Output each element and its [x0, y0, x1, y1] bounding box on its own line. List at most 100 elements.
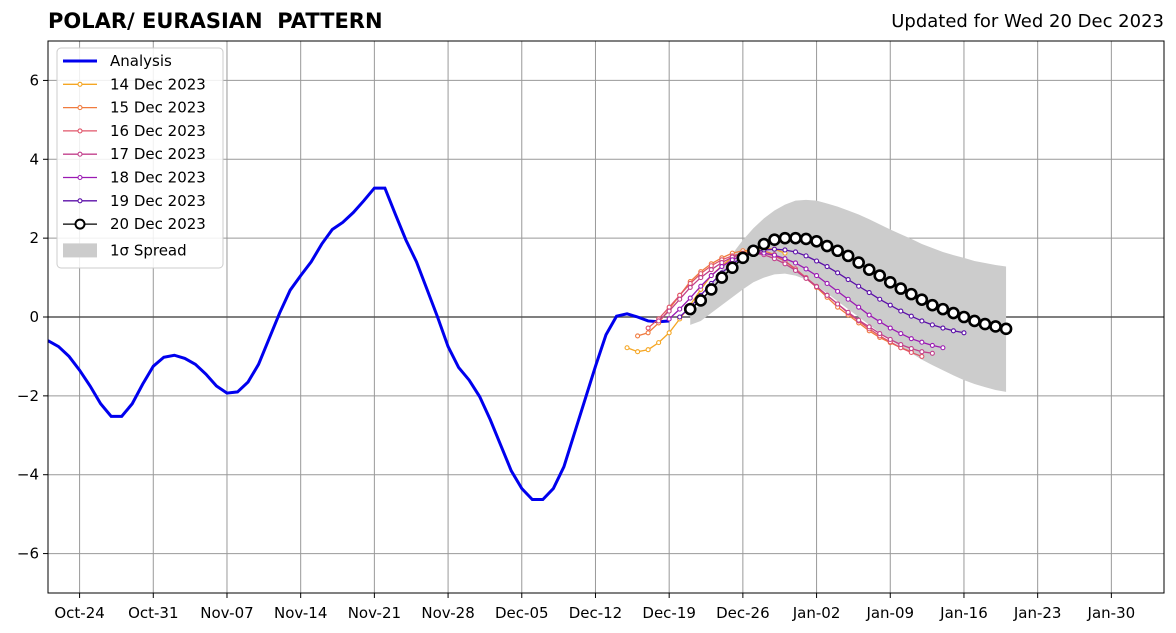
data-point [929, 322, 935, 328]
data-point [803, 275, 809, 281]
data-point [792, 249, 799, 255]
data-point [683, 302, 697, 316]
data-point [894, 282, 908, 295]
x-tick-label: Jan-16 [939, 604, 988, 622]
data-point [824, 263, 830, 270]
data-point [898, 308, 904, 314]
data-point [782, 261, 788, 267]
data-point [824, 280, 830, 287]
data-point [768, 233, 781, 247]
legend-label: 20 Dec 2023 [110, 215, 206, 233]
data-point [666, 308, 672, 314]
data-point [887, 325, 893, 331]
x-tick-label: Jan-02 [792, 604, 841, 622]
data-point [677, 306, 683, 312]
data-point [645, 325, 651, 331]
legend-label: 19 Dec 2023 [110, 192, 206, 210]
legend-swatch-marker [77, 151, 83, 157]
data-point [736, 251, 750, 265]
data-point [799, 232, 813, 246]
data-point [919, 339, 925, 345]
data-point [940, 345, 946, 351]
data-point [877, 319, 883, 325]
data-point [873, 269, 887, 282]
data-point [803, 266, 809, 272]
data-point [708, 273, 714, 279]
data-point [635, 333, 641, 339]
data-point [708, 267, 714, 273]
y-tick-label: −6 [17, 545, 39, 563]
data-point [887, 336, 893, 343]
x-tick-label: Nov-28 [421, 604, 474, 622]
data-point [792, 267, 799, 274]
data-point [856, 283, 862, 289]
data-point [624, 345, 630, 351]
data-point [877, 296, 883, 302]
data-point [908, 336, 914, 342]
data-point [820, 239, 834, 253]
data-point [940, 325, 946, 331]
data-point [782, 256, 788, 262]
data-point [698, 275, 704, 281]
data-point [852, 256, 865, 269]
data-point [856, 317, 862, 323]
data-point [771, 246, 778, 252]
x-tick-label: Jan-23 [1013, 604, 1062, 622]
data-point [747, 244, 760, 258]
y-tick-label: 4 [29, 150, 39, 168]
data-point [887, 302, 893, 308]
data-point [810, 234, 823, 248]
data-point [961, 330, 967, 336]
legend-swatch-spread [63, 243, 97, 258]
data-point [866, 324, 872, 330]
x-tick-label: Dec-05 [495, 604, 549, 622]
x-tick-label: Nov-21 [348, 604, 401, 622]
x-tick-label: Jan-30 [1087, 604, 1136, 622]
data-point [898, 342, 904, 348]
y-tick-label: 2 [29, 229, 39, 247]
chart-title: POLAR/ EURASIAN PATTERN [48, 9, 383, 33]
legend-swatch-marker [77, 198, 83, 204]
data-point [845, 276, 851, 283]
legend-swatch-marker [74, 218, 86, 230]
y-tick-label: 6 [29, 71, 39, 89]
series-line-analysis [48, 186, 670, 502]
data-point [694, 294, 708, 307]
data-point [968, 314, 981, 328]
data-point [835, 301, 841, 307]
data-point [978, 317, 992, 331]
x-tick-label: Oct-31 [128, 604, 178, 622]
data-point [789, 231, 802, 245]
data-point [905, 287, 918, 301]
data-point [656, 318, 662, 324]
legend-label: 18 Dec 2023 [110, 169, 206, 187]
data-point [635, 349, 641, 355]
data-point [814, 273, 820, 279]
data-point [989, 320, 1002, 333]
x-tick-label: Dec-12 [569, 604, 623, 622]
data-point [915, 293, 929, 306]
data-point [919, 349, 925, 355]
data-point [835, 288, 841, 294]
plot-area [48, 186, 1013, 502]
data-point [845, 296, 851, 302]
data-point [698, 283, 704, 289]
legend-label: 14 Dec 2023 [110, 75, 206, 93]
data-point [883, 276, 897, 289]
data-point [719, 263, 725, 270]
legend-swatch-marker [77, 105, 83, 111]
data-point [726, 261, 739, 275]
data-point [919, 318, 925, 324]
x-tick-label: Dec-26 [716, 604, 770, 622]
data-point [666, 316, 672, 322]
plot-frame [47, 40, 1165, 594]
data-point [866, 312, 872, 318]
x-tick-label: Nov-07 [200, 604, 253, 622]
data-point [666, 330, 672, 336]
data-point [704, 283, 718, 296]
data-point [856, 304, 862, 310]
legend-swatch-marker [77, 128, 83, 134]
data-point [926, 298, 939, 312]
data-point [936, 302, 950, 316]
